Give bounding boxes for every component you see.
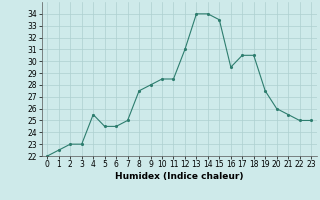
X-axis label: Humidex (Indice chaleur): Humidex (Indice chaleur) (115, 172, 244, 181)
